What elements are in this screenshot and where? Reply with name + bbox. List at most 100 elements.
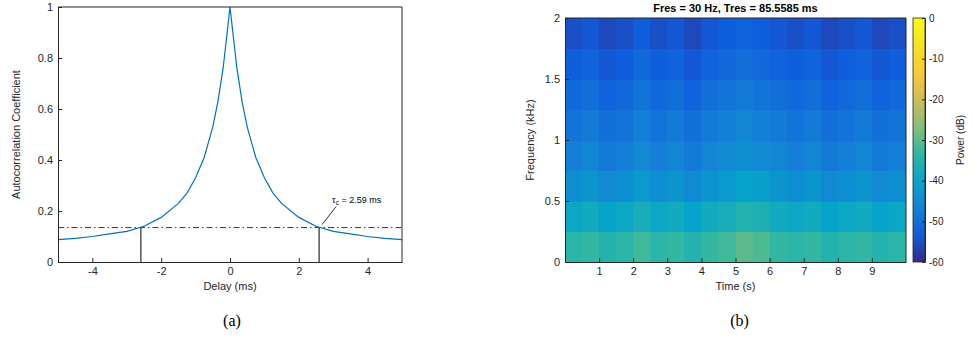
heatmap-cell [565, 49, 583, 80]
heatmap-cell [821, 79, 839, 110]
tick-label: 1 [597, 265, 603, 277]
heatmap-cell [804, 140, 822, 171]
heatmap-cell [616, 171, 634, 202]
data-line [58, 7, 402, 240]
heatmap-cell [701, 18, 719, 49]
tick-label: 7 [801, 265, 807, 277]
tick-label: 0.4 [38, 154, 53, 166]
tick-label: 6 [767, 265, 773, 277]
tick-mark [58, 211, 62, 212]
heatmap-cell [889, 110, 906, 141]
plot-area [58, 7, 402, 262]
heatmap-cell [650, 140, 668, 171]
tick: 1 [554, 134, 569, 146]
plot-background [58, 7, 402, 262]
heatmap-cell [599, 201, 617, 232]
heatmap-cell [889, 18, 906, 49]
heatmap-cell [701, 171, 719, 202]
tick-label: -30 [929, 135, 944, 146]
tick: 0 [554, 256, 569, 268]
tick-label: 5 [733, 265, 739, 277]
annotation-leader [322, 207, 336, 225]
tick-label: 1 [554, 134, 560, 146]
heatmap-cell [684, 18, 702, 49]
heatmap-cell [650, 49, 668, 80]
tick-label: 1 [47, 1, 53, 13]
tick-mark [368, 258, 369, 262]
heatmap-cell [684, 79, 702, 110]
heatmap-cell [599, 79, 617, 110]
heatmap-cell [787, 110, 805, 141]
heatmap-cell [599, 171, 617, 202]
heatmap-cell [855, 110, 873, 141]
heatmap-cell [838, 110, 856, 141]
heatmap-cell [889, 171, 906, 202]
heatmap-cell [787, 18, 805, 49]
tick: -20 [922, 94, 944, 105]
heatmap-cell [804, 110, 822, 141]
tick-label: 0.6 [38, 103, 53, 115]
tick: 7 [801, 258, 807, 277]
tick: 5 [733, 258, 739, 277]
heatmap-cell [684, 110, 702, 141]
heatmap-cell [582, 171, 600, 202]
heatmap-cell [804, 201, 822, 232]
tick-label: 0.8 [38, 52, 53, 64]
heatmap-cell [565, 79, 583, 110]
heatmap-cell [565, 18, 583, 49]
heatmap-cell [838, 49, 856, 80]
heatmap-cell [582, 140, 600, 171]
tick: 0 [922, 13, 935, 24]
heatmap-cell [684, 49, 702, 80]
heatmap-cell [855, 201, 873, 232]
heatmap-cell [701, 232, 719, 263]
heatmap-cell [701, 79, 719, 110]
tick-mark [736, 258, 737, 262]
heatmap-cell [599, 49, 617, 80]
heatmap-cell [838, 232, 856, 263]
heatmap-cell [667, 18, 685, 49]
heatmap-cell [616, 201, 634, 232]
heatmap-cell [633, 18, 651, 49]
heatmap-cell [650, 18, 668, 49]
tick-label: -50 [929, 216, 944, 227]
tick-mark [633, 258, 634, 262]
tick-mark [58, 58, 62, 59]
heatmap-cell [787, 49, 805, 80]
tick: 0.8 [38, 52, 62, 64]
heatmap-cell [872, 79, 890, 110]
heatmap-cell [736, 18, 754, 49]
tick-label: -2 [157, 265, 167, 277]
heatmap-cell [718, 79, 736, 110]
heatmap-cell [804, 232, 822, 263]
heatmap-cell [770, 232, 788, 263]
heatmap-cell [667, 79, 685, 110]
tick-mark [299, 258, 300, 262]
tick-mark [58, 160, 62, 161]
tick-label: -20 [929, 94, 944, 105]
tick: -50 [922, 216, 944, 227]
tick-mark [565, 140, 569, 141]
panel-label: (b) [730, 312, 749, 330]
heatmap-cell [633, 201, 651, 232]
tick: -60 [922, 257, 944, 268]
heatmap-cell [582, 18, 600, 49]
heatmap-cell [821, 110, 839, 141]
heatmap-cell [582, 79, 600, 110]
tick-label: 2 [554, 12, 560, 24]
heatmap-cell [855, 171, 873, 202]
heatmap-cell [838, 18, 856, 49]
axis-line [58, 8, 59, 263]
y-axis: 00.511.52 [545, 12, 569, 268]
x-axis: 123456789 [566, 258, 907, 277]
heatmap-cell [770, 49, 788, 80]
frame-top [565, 18, 906, 19]
heatmap-cell [650, 201, 668, 232]
heatmap-cell [667, 201, 685, 232]
heatmap-cell [787, 201, 805, 232]
heatmap-cell [616, 18, 634, 49]
heatmap-cell [736, 140, 754, 171]
heatmap-cell [667, 171, 685, 202]
heatmap-cell [872, 49, 890, 80]
heatmap-cell [565, 110, 583, 141]
